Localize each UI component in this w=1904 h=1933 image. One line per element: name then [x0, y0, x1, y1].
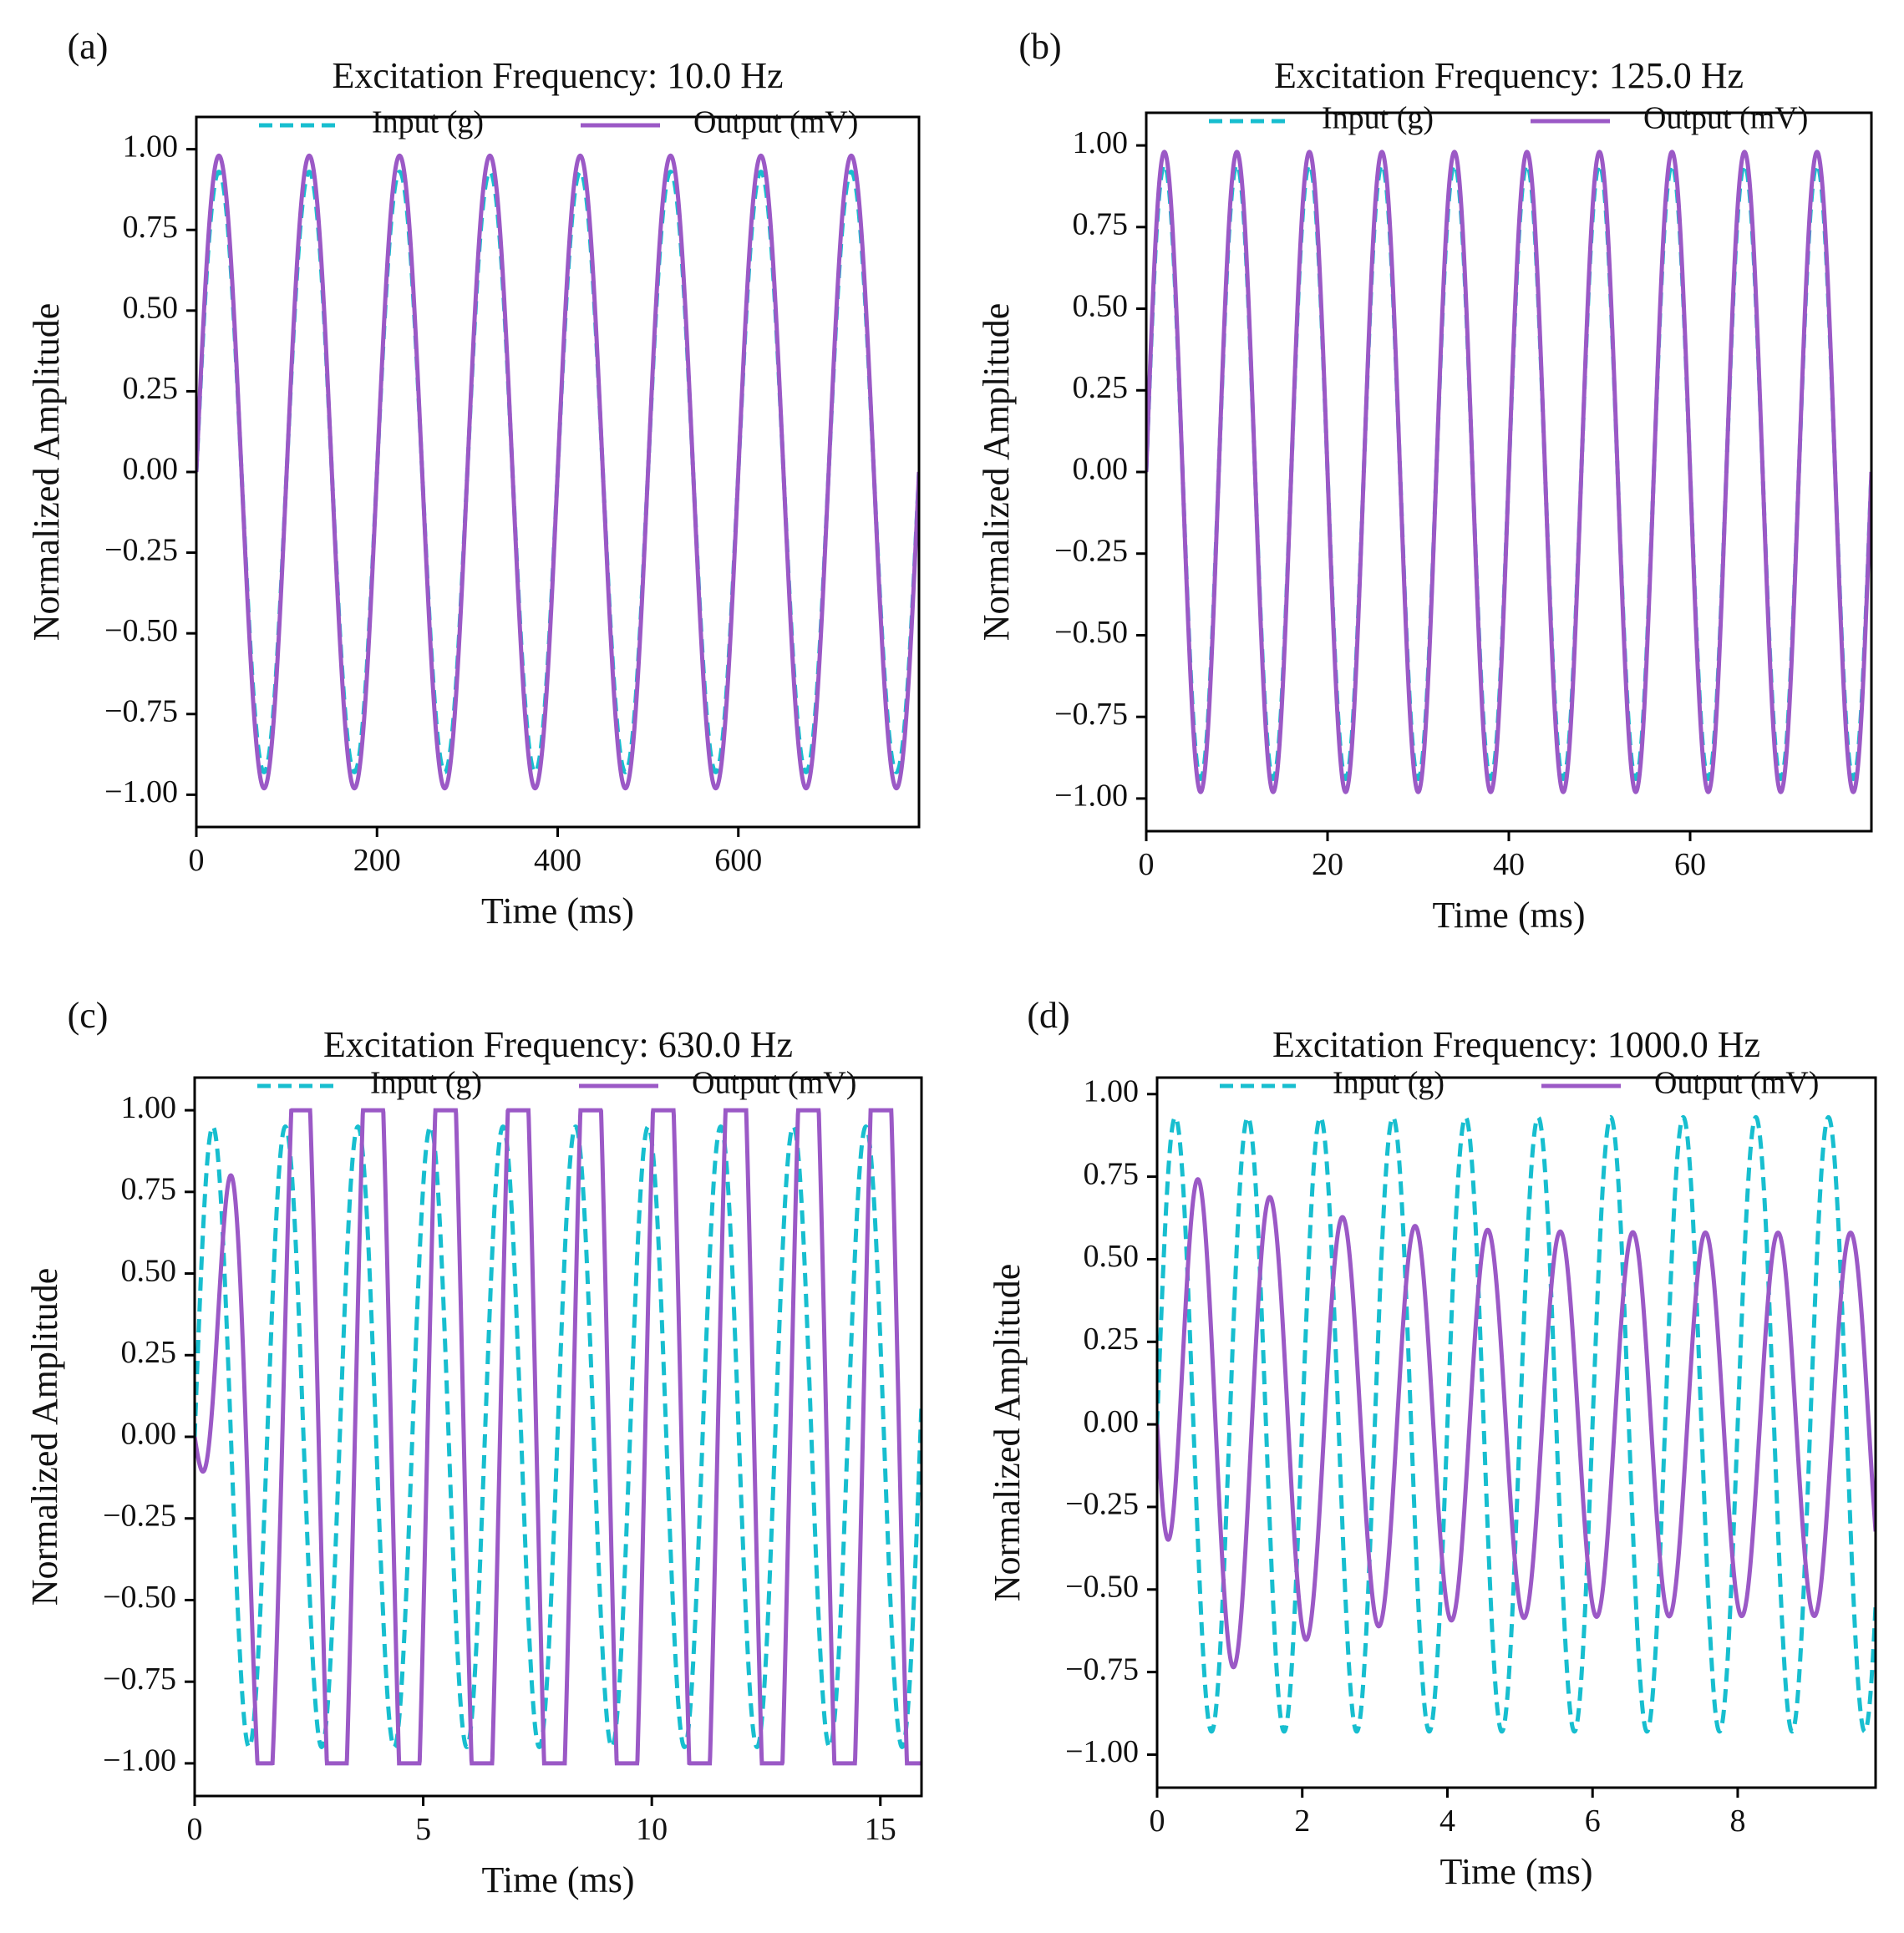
- series-line-input: [195, 1124, 922, 1750]
- y-axis-label: Normalized Amplitude: [987, 1264, 1028, 1601]
- y-axis-label: Normalized Amplitude: [24, 1268, 65, 1606]
- y-tick-label: −0.75: [1054, 697, 1128, 732]
- y-tick-label: −1.00: [1065, 1734, 1139, 1769]
- panel-label: (b): [1018, 26, 1061, 67]
- y-tick-label: 1.00: [1084, 1073, 1140, 1109]
- y-tick-label: 1.00: [121, 1090, 177, 1125]
- y-tick-label: −0.50: [103, 1580, 176, 1615]
- y-tick-label: 0.25: [1073, 370, 1129, 405]
- y-tick-label: −0.75: [103, 1662, 176, 1697]
- chart-panel-4: (d) Excitation Frequency: 1000.0 Hz 1.00 0.…: [987, 995, 1877, 1892]
- legend-label: Output (mV): [1654, 1066, 1819, 1101]
- series-line-output: [1157, 1177, 1876, 1670]
- x-axis-label: Time (ms): [482, 1859, 635, 1900]
- y-tick-label: 1.00: [123, 129, 179, 164]
- chart-panel-2: (b) Excitation Frequency: 125.0 Hz 1.00 0.7…: [976, 26, 1873, 936]
- x-tick-label: 6: [1585, 1804, 1601, 1839]
- panel-label: (c): [68, 995, 109, 1036]
- series-line-input: [1157, 1114, 1876, 1734]
- x-axis-label: Time (ms): [1440, 1851, 1593, 1892]
- panel-label: (d): [1027, 995, 1069, 1036]
- x-tick-label: 10: [636, 1812, 668, 1847]
- chart-panel-3: (c) Excitation Frequency: 630.0 Hz 1.00 0.7…: [24, 995, 923, 1900]
- y-tick-label: −0.50: [1054, 615, 1128, 650]
- x-tick-label: 0: [1150, 1804, 1165, 1839]
- series-line-output: [196, 153, 919, 791]
- y-tick-label: −0.75: [1065, 1651, 1139, 1687]
- x-tick-label: 0: [1139, 847, 1155, 882]
- y-tick-label: 0.25: [121, 1335, 177, 1370]
- legend-label: Output (mV): [1643, 101, 1808, 136]
- y-tick-label: 0.75: [121, 1172, 177, 1207]
- y-tick-label: −0.25: [104, 532, 178, 567]
- y-axis-label: Normalized Amplitude: [976, 303, 1017, 641]
- legend-label: Output (mV): [693, 105, 858, 140]
- x-axis-label: Time (ms): [481, 890, 634, 931]
- x-tick-label: 60: [1674, 847, 1706, 882]
- chart-title: Excitation Frequency: 125.0 Hz: [1274, 55, 1744, 96]
- y-tick-label: −0.25: [1065, 1487, 1139, 1522]
- chart-title: Excitation Frequency: 1000.0 Hz: [1272, 1024, 1760, 1065]
- y-tick-label: 0.50: [1073, 288, 1129, 323]
- x-tick-label: 200: [353, 843, 401, 878]
- x-tick-label: 4: [1439, 1804, 1455, 1839]
- y-tick-label: −0.50: [1065, 1570, 1139, 1605]
- panel-label: (a): [68, 26, 109, 67]
- y-tick-label: 0.50: [123, 291, 179, 326]
- y-tick-label: 1.00: [1073, 125, 1129, 160]
- chart-title: Excitation Frequency: 10.0 Hz: [332, 55, 783, 96]
- legend-label: Input (g): [1333, 1066, 1445, 1101]
- y-axis-label: Normalized Amplitude: [26, 303, 67, 641]
- series-line-output: [1146, 150, 1871, 794]
- legend-label: Input (g): [1322, 101, 1434, 136]
- y-tick-label: 0.75: [1084, 1156, 1140, 1191]
- y-tick-label: −0.25: [1054, 533, 1128, 568]
- x-tick-label: 20: [1312, 847, 1343, 882]
- y-tick-label: −1.00: [103, 1743, 176, 1778]
- y-tick-label: −0.50: [104, 613, 178, 648]
- y-tick-label: 0.50: [121, 1253, 177, 1288]
- x-tick-label: 0: [189, 843, 205, 878]
- legend-label: Input (g): [370, 1066, 482, 1101]
- chart-panel-1: (a) Excitation Frequency: 10.0 Hz 1.00 0.75…: [26, 26, 921, 931]
- y-tick-label: −1.00: [104, 774, 178, 809]
- x-axis-label: Time (ms): [1433, 895, 1586, 936]
- x-tick-label: 400: [534, 843, 581, 878]
- x-tick-label: 0: [187, 1812, 203, 1847]
- x-tick-label: 5: [415, 1812, 431, 1847]
- x-tick-label: 2: [1294, 1804, 1310, 1839]
- y-tick-label: 0.25: [123, 371, 179, 406]
- x-tick-label: 600: [714, 843, 762, 878]
- x-tick-label: 15: [865, 1812, 896, 1847]
- y-tick-label: 0.50: [1084, 1239, 1140, 1274]
- y-tick-label: 0.00: [1084, 1404, 1140, 1439]
- y-tick-label: 0.25: [1084, 1322, 1140, 1357]
- y-tick-label: 0.00: [121, 1417, 177, 1452]
- series-line-output: [195, 1108, 922, 1766]
- y-tick-label: −1.00: [1054, 779, 1128, 814]
- y-tick-label: 0.75: [1073, 207, 1129, 242]
- chart-title: Excitation Frequency: 630.0 Hz: [323, 1024, 793, 1065]
- y-tick-label: 0.00: [1073, 452, 1129, 487]
- y-tick-label: 0.75: [123, 210, 179, 245]
- y-tick-label: 0.00: [123, 452, 179, 487]
- x-tick-label: 8: [1729, 1804, 1745, 1839]
- legend-label: Input (g): [372, 105, 484, 140]
- plot-area-frame: [1155, 1076, 1877, 1789]
- legend-label: Output (mV): [692, 1066, 856, 1101]
- x-tick-label: 40: [1493, 847, 1525, 882]
- y-tick-label: −0.25: [103, 1498, 176, 1533]
- y-tick-label: −0.75: [104, 693, 178, 728]
